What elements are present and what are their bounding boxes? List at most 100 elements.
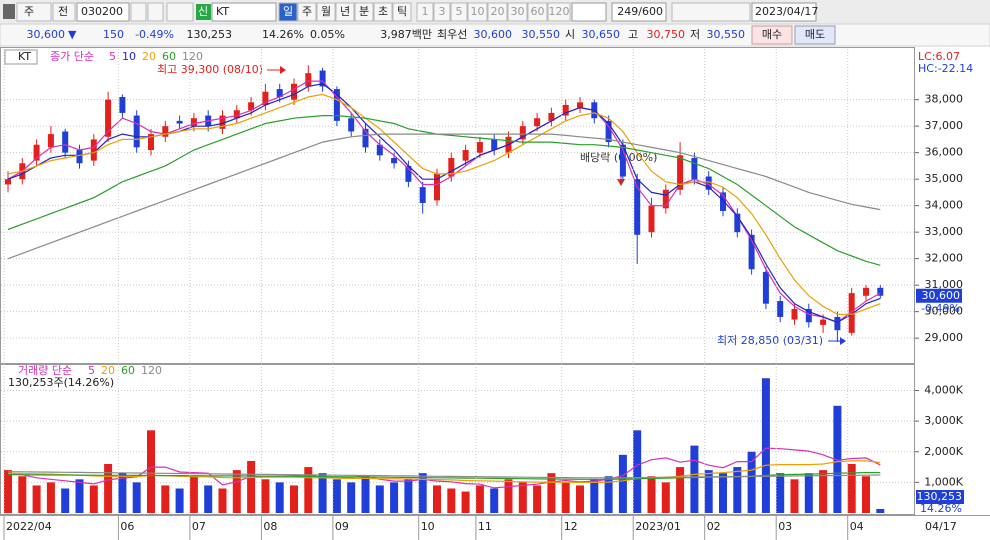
period-button[interactable]: [354, 2, 374, 22]
candle-body: [319, 70, 326, 87]
candle-body: [162, 126, 169, 137]
y-tick-label: 36,000: [925, 146, 964, 159]
ma-line: [7, 133, 881, 260]
period-button[interactable]: [297, 2, 317, 22]
volume-bar: [204, 485, 213, 513]
period[interactable]: 초: [378, 5, 388, 18]
interval-button[interactable]: [527, 2, 548, 22]
period[interactable]: 일: [283, 4, 293, 18]
interval-button[interactable]: [416, 2, 434, 22]
interval[interactable]: 20: [491, 5, 505, 18]
volume-bar: [590, 479, 599, 513]
interval-button[interactable]: [507, 2, 528, 22]
volume-bar: [633, 430, 642, 513]
volume-bar: [275, 482, 284, 513]
candle-body: [90, 139, 97, 161]
interval-button[interactable]: [487, 2, 508, 22]
label-box: [4, 49, 38, 65]
volume-bar: [18, 476, 27, 513]
volume-bar: [876, 509, 885, 513]
ma-line: [7, 93, 881, 315]
interval[interactable]: 10: [471, 5, 485, 18]
period[interactable]: 틱: [397, 5, 407, 18]
volume-bar: [561, 482, 570, 513]
period[interactable]: 년: [340, 5, 350, 18]
volume-bar: [747, 451, 756, 513]
volume-bar: [461, 491, 470, 513]
buy[interactable]: 매수: [762, 28, 782, 41]
volume-bar: [4, 470, 12, 513]
interval[interactable]: 60: [531, 5, 545, 18]
amount: 3,987백만: [380, 28, 432, 41]
volume-bar: [32, 485, 41, 513]
volume-bar: [547, 473, 556, 513]
code-input[interactable]: [76, 2, 130, 22]
buy-button[interactable]: [751, 25, 793, 45]
quote-bar: [0, 23, 990, 47]
period-button[interactable]: [316, 2, 336, 22]
high: 30,750: [647, 28, 686, 41]
view-select[interactable]: [52, 2, 76, 22]
candle-body: [720, 192, 726, 211]
volume-bar: [318, 473, 327, 513]
interval[interactable]: 30: [511, 5, 525, 18]
sell[interactable]: 매도: [805, 28, 825, 41]
view: 전: [58, 5, 68, 18]
period[interactable]: 분: [359, 5, 369, 18]
candle-body: [648, 205, 655, 233]
name-input[interactable]: [211, 2, 277, 22]
interval[interactable]: 120: [549, 5, 570, 18]
volume-bar: [475, 485, 484, 513]
period-button[interactable]: [392, 2, 412, 22]
price: 30,600: [27, 28, 66, 41]
y-tick-label: 4,000K: [924, 384, 963, 397]
high-arrow-head: [280, 66, 286, 74]
candle-body: [33, 144, 40, 161]
last-price-box: [916, 288, 962, 303]
volume-bar: [390, 482, 399, 513]
date-box[interactable]: [751, 2, 817, 22]
candle-body: [434, 173, 440, 201]
interval[interactable]: 3: [439, 5, 446, 18]
interval-button[interactable]: [433, 2, 451, 22]
sell-button[interactable]: [794, 25, 836, 45]
interval[interactable]: 1: [422, 5, 429, 18]
search-button[interactable]: [147, 2, 164, 22]
candle-body: [419, 187, 426, 204]
last-volume-ratio: 14.26%: [920, 502, 962, 515]
period[interactable]: 주: [302, 5, 312, 18]
volume-bar: [232, 470, 241, 513]
candle-body: [791, 309, 798, 320]
x-tick-label: 02: [707, 520, 721, 533]
legend-title: 거래량 단순: [18, 364, 72, 377]
market-select[interactable]: [16, 2, 52, 22]
x-tick-label: 04: [850, 520, 864, 533]
change: 150: [103, 28, 124, 41]
y-tick-label: 34,000: [925, 199, 964, 212]
volume-bar: [332, 479, 341, 513]
interval[interactable]: 5: [456, 5, 463, 18]
menu-icon[interactable]: [3, 4, 15, 19]
candle-body: [248, 102, 255, 111]
period-button[interactable]: [335, 2, 355, 22]
search-button[interactable]: [130, 2, 147, 22]
volume-bar: [661, 482, 670, 513]
volume-bar: [418, 473, 427, 513]
sound-button[interactable]: [166, 2, 194, 22]
x-tick-label: 08: [263, 520, 277, 533]
period-button[interactable]: [373, 2, 393, 22]
tool-icons[interactable]: [671, 2, 751, 22]
interval-button[interactable]: [467, 2, 488, 22]
x-tick-label: 03: [778, 520, 792, 533]
candle-body: [863, 287, 869, 296]
interval-button[interactable]: [547, 2, 571, 22]
candle-body: [577, 102, 583, 108]
candle-body: [47, 134, 54, 148]
y-tick-label: 37,000: [925, 119, 964, 132]
interval-button[interactable]: [450, 2, 468, 22]
dropdown[interactable]: [571, 2, 607, 22]
period[interactable]: 월: [321, 5, 331, 18]
volume-bar: [761, 378, 770, 513]
period-button[interactable]: [278, 2, 298, 22]
candle-body: [176, 120, 183, 124]
